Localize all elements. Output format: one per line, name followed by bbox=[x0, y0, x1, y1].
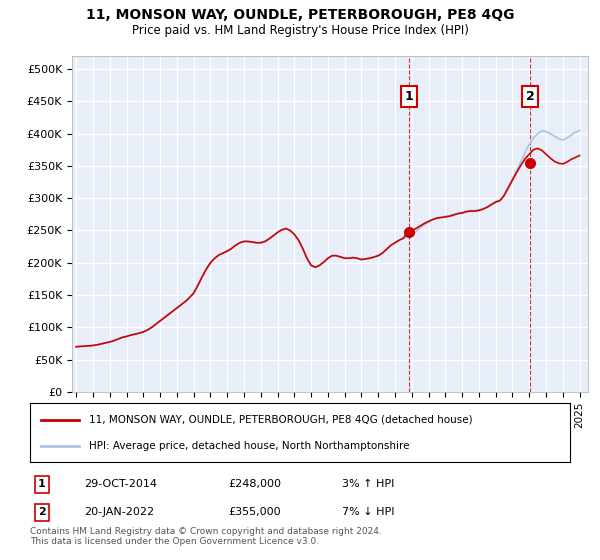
Text: HPI: Average price, detached house, North Northamptonshire: HPI: Average price, detached house, Nort… bbox=[89, 441, 410, 451]
Text: 29-OCT-2014: 29-OCT-2014 bbox=[84, 479, 157, 489]
Text: 7% ↓ HPI: 7% ↓ HPI bbox=[342, 507, 395, 517]
Text: 3% ↑ HPI: 3% ↑ HPI bbox=[342, 479, 394, 489]
Text: 11, MONSON WAY, OUNDLE, PETERBOROUGH, PE8 4QG: 11, MONSON WAY, OUNDLE, PETERBOROUGH, PE… bbox=[86, 8, 514, 22]
Text: 2: 2 bbox=[526, 90, 535, 103]
Text: 20-JAN-2022: 20-JAN-2022 bbox=[84, 507, 154, 517]
Text: 1: 1 bbox=[38, 479, 46, 489]
Text: Price paid vs. HM Land Registry's House Price Index (HPI): Price paid vs. HM Land Registry's House … bbox=[131, 24, 469, 36]
Text: Contains HM Land Registry data © Crown copyright and database right 2024.
This d: Contains HM Land Registry data © Crown c… bbox=[30, 526, 382, 546]
Text: 11, MONSON WAY, OUNDLE, PETERBOROUGH, PE8 4QG (detached house): 11, MONSON WAY, OUNDLE, PETERBOROUGH, PE… bbox=[89, 414, 473, 424]
Text: £248,000: £248,000 bbox=[228, 479, 281, 489]
Text: £355,000: £355,000 bbox=[228, 507, 281, 517]
Text: 2: 2 bbox=[38, 507, 46, 517]
Text: 1: 1 bbox=[404, 90, 413, 103]
